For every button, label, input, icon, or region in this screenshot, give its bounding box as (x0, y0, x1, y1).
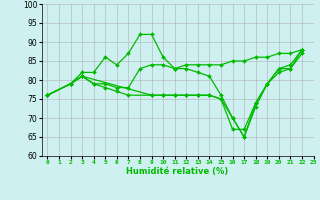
X-axis label: Humidité relative (%): Humidité relative (%) (126, 167, 229, 176)
